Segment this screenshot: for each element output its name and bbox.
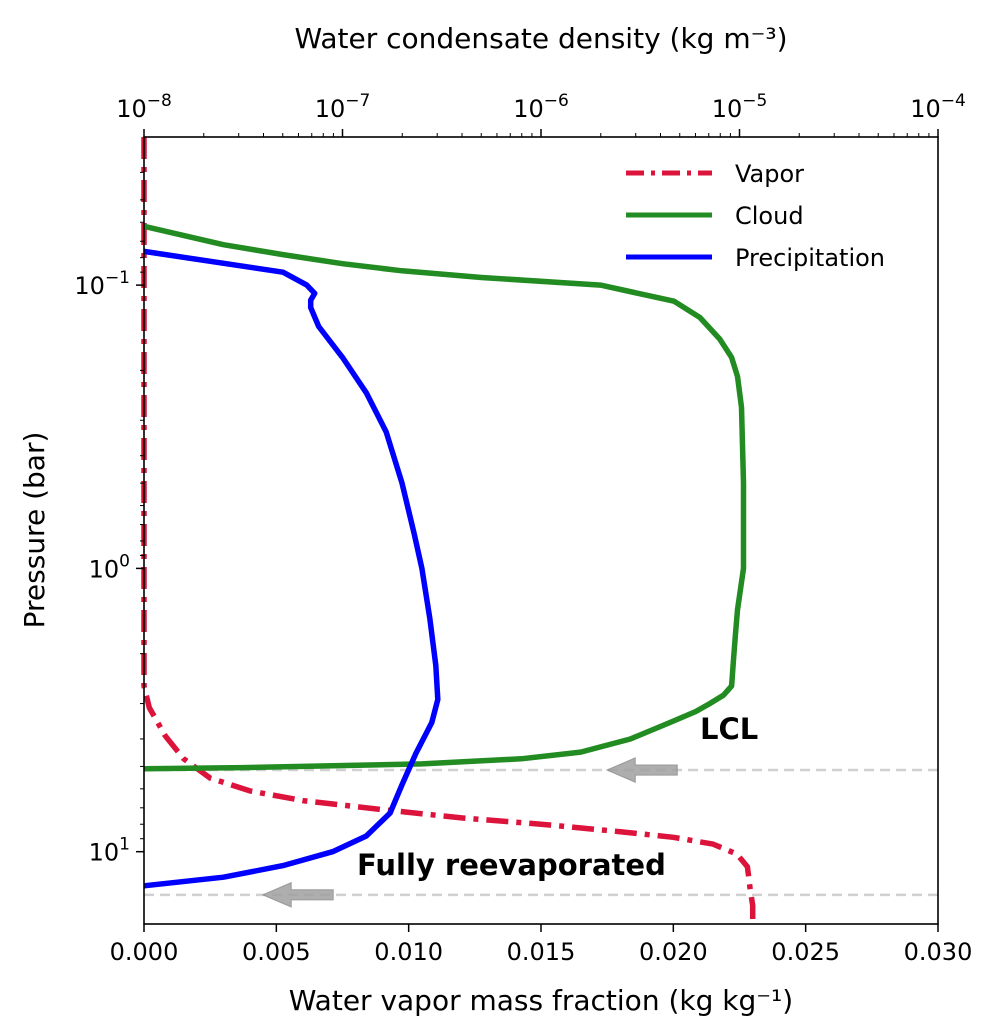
plot-frame xyxy=(143,136,939,925)
legend-label-precipitation: Precipitation xyxy=(735,244,885,272)
legend-label-vapor: Vapor xyxy=(735,160,804,188)
reference-arrow-1 xyxy=(261,881,334,908)
bottom-tick-label: 0.005 xyxy=(242,938,311,966)
lcl-label: LCL xyxy=(700,712,758,746)
series-line-vapor xyxy=(141,137,756,924)
legend: Vapor Cloud Precipitation xyxy=(626,160,885,272)
bottom-tick-label: 0.015 xyxy=(507,938,576,966)
bottom-tick-label: 0.020 xyxy=(639,938,708,966)
bottom-tick-label: 0.010 xyxy=(374,938,443,966)
series-line-precipitation xyxy=(143,248,441,889)
top-tick-label: 10−7 xyxy=(315,91,371,123)
top-axis-title: Water condensate density (kg m⁻³) xyxy=(294,22,787,55)
reference-arrow-0 xyxy=(605,757,678,783)
bottom-tick-label: 0.000 xyxy=(110,938,179,966)
fully-reevaporated-label: Fully reevaporated xyxy=(357,848,666,882)
bottom-tick-label: 0.030 xyxy=(904,938,973,966)
bottom-axis-title: Water vapor mass fraction (kg kg⁻¹) xyxy=(289,984,793,1017)
y-axis-title: Pressure (bar) xyxy=(18,432,51,629)
series-group xyxy=(141,137,756,924)
top-tick-label: 10−4 xyxy=(910,91,966,123)
bottom-tick-label: 0.025 xyxy=(771,938,840,966)
legend-label-cloud: Cloud xyxy=(735,202,804,230)
reference-lines xyxy=(144,757,938,908)
series-line-cloud xyxy=(143,223,747,772)
